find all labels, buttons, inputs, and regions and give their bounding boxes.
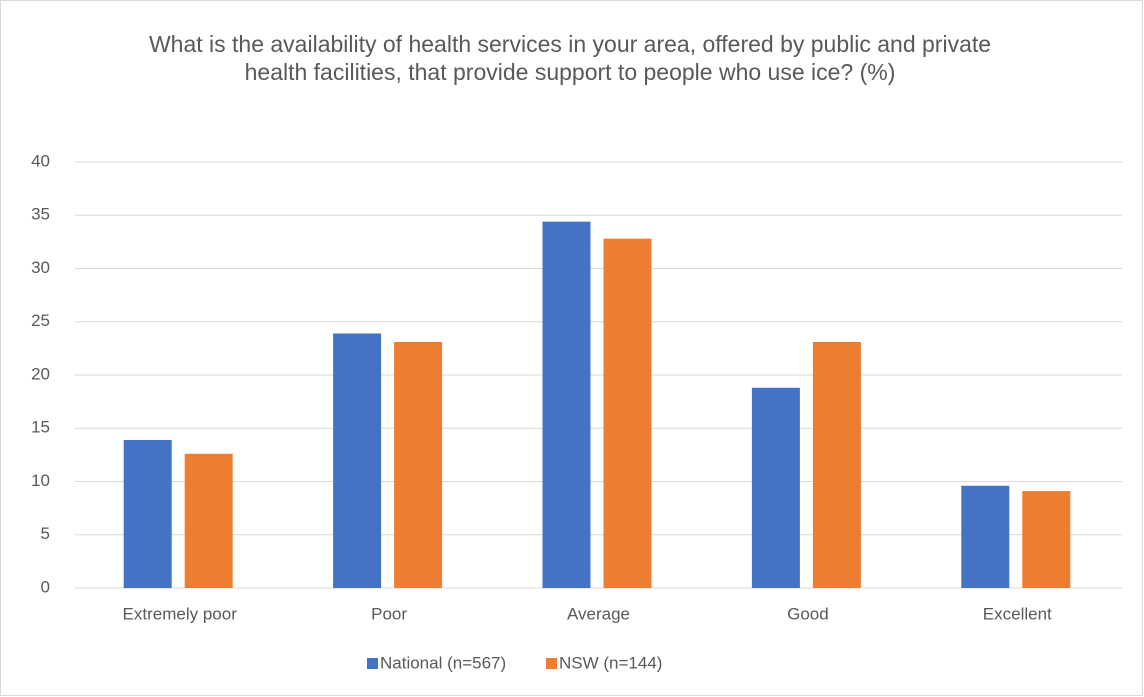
bar xyxy=(812,341,861,588)
x-tick-label: Good xyxy=(787,604,829,623)
x-tick-label: Excellent xyxy=(983,604,1052,623)
x-tick-label: Poor xyxy=(371,604,407,623)
legend-swatch xyxy=(546,658,557,669)
y-tick-label: 40 xyxy=(31,151,50,170)
bar xyxy=(394,341,443,588)
bar xyxy=(123,439,172,588)
bar xyxy=(184,453,233,588)
x-tick-label: Extremely poor xyxy=(123,604,238,623)
bar xyxy=(961,485,1010,588)
y-tick-label: 35 xyxy=(31,205,50,224)
y-tick-label: 15 xyxy=(31,418,50,437)
legend-swatch xyxy=(367,658,378,669)
bar xyxy=(333,333,382,588)
y-tick-label: 30 xyxy=(31,258,50,277)
x-tick-label: Average xyxy=(567,604,630,623)
y-tick-label: 20 xyxy=(31,364,50,383)
bar xyxy=(1022,491,1071,588)
y-tick-label: 5 xyxy=(41,524,50,543)
bar xyxy=(751,387,800,588)
y-tick-label: 0 xyxy=(41,577,50,596)
y-tick-label: 25 xyxy=(31,311,50,330)
bar xyxy=(603,238,652,588)
y-tick-label: 10 xyxy=(31,471,50,490)
bar xyxy=(542,221,591,588)
legend-label: NSW (n=144) xyxy=(559,653,662,672)
legend-label: National (n=567) xyxy=(380,653,506,672)
chart-title: What is the availability of health servi… xyxy=(148,31,992,85)
